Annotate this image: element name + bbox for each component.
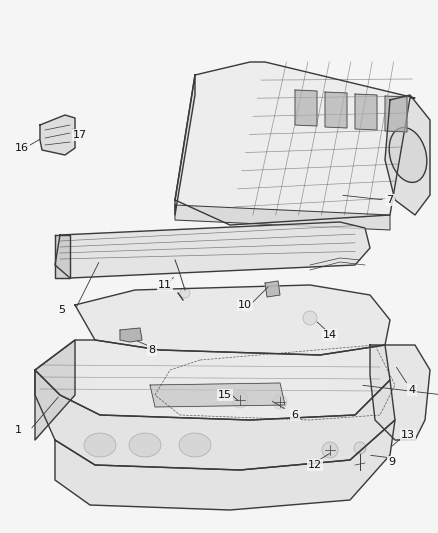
Ellipse shape xyxy=(179,433,211,457)
Text: 10: 10 xyxy=(238,300,252,310)
Text: 16: 16 xyxy=(15,143,29,153)
Ellipse shape xyxy=(303,311,317,325)
Polygon shape xyxy=(75,285,390,355)
Ellipse shape xyxy=(129,433,161,457)
Ellipse shape xyxy=(273,395,287,409)
Text: 14: 14 xyxy=(323,330,337,340)
Ellipse shape xyxy=(180,288,190,298)
Text: 6: 6 xyxy=(292,410,299,420)
Polygon shape xyxy=(40,115,75,155)
Text: 9: 9 xyxy=(389,457,396,467)
Polygon shape xyxy=(295,90,317,126)
Polygon shape xyxy=(385,96,407,132)
Polygon shape xyxy=(55,420,395,510)
Ellipse shape xyxy=(232,392,248,408)
Polygon shape xyxy=(370,345,430,440)
Polygon shape xyxy=(175,75,195,215)
Polygon shape xyxy=(35,340,390,420)
Ellipse shape xyxy=(84,433,116,457)
Polygon shape xyxy=(175,62,415,225)
Polygon shape xyxy=(120,328,142,342)
Polygon shape xyxy=(355,94,377,130)
Polygon shape xyxy=(385,95,430,215)
Polygon shape xyxy=(325,92,347,128)
Text: 13: 13 xyxy=(401,430,415,440)
Text: 8: 8 xyxy=(148,345,155,355)
Polygon shape xyxy=(55,222,370,278)
Text: 12: 12 xyxy=(308,460,322,470)
Polygon shape xyxy=(175,205,390,230)
Polygon shape xyxy=(35,340,75,440)
Text: 17: 17 xyxy=(73,130,87,140)
Polygon shape xyxy=(55,235,70,278)
Text: 5: 5 xyxy=(59,305,66,315)
Polygon shape xyxy=(35,370,395,470)
Text: 15: 15 xyxy=(218,390,232,400)
Polygon shape xyxy=(265,281,280,297)
Ellipse shape xyxy=(354,442,366,454)
Polygon shape xyxy=(150,383,285,407)
Ellipse shape xyxy=(322,442,338,458)
Text: 11: 11 xyxy=(158,280,172,290)
Text: 4: 4 xyxy=(409,385,416,395)
Text: 1: 1 xyxy=(14,425,21,435)
Ellipse shape xyxy=(389,127,427,182)
Text: 7: 7 xyxy=(386,195,394,205)
